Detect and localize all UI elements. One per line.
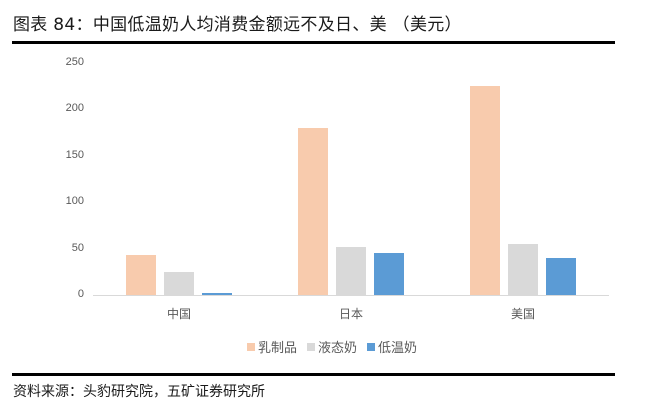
bar-chilled-milk xyxy=(374,253,404,295)
legend-swatch-liquid-milk xyxy=(307,342,316,351)
y-tick-150: 150 xyxy=(65,149,84,161)
y-tick-200: 200 xyxy=(65,102,84,114)
x-label-japan: 日本 xyxy=(338,307,363,321)
x-label-china: 中国 xyxy=(166,307,191,321)
x-label-usa: 美国 xyxy=(510,307,535,321)
bar-dairy xyxy=(298,127,328,295)
bar-dairy xyxy=(126,255,156,295)
bottom-rule xyxy=(12,373,615,376)
legend-label-chilled-milk: 低温奶 xyxy=(378,341,418,356)
legend-item-chilled-milk: 低温奶 xyxy=(367,337,417,356)
legend-item-liquid-milk: 液态奶 xyxy=(307,337,357,356)
y-tick-250: 250 xyxy=(65,56,84,68)
bar-liquid-milk xyxy=(164,271,194,295)
legend-label-dairy: 乳制品 xyxy=(258,341,298,356)
top-rule xyxy=(12,41,615,44)
bar-chilled-milk xyxy=(546,257,576,295)
bar-dairy xyxy=(470,86,500,295)
bar-liquid-milk xyxy=(336,246,366,295)
x-axis-line xyxy=(93,295,609,296)
legend-swatch-dairy xyxy=(247,342,255,351)
legend: 乳制品 液态奶 低温奶 xyxy=(247,337,427,356)
figure-title: 图表 84：中国低温奶人均消费金额远不及日、美 （美元） xyxy=(13,15,462,35)
bar-chilled-milk xyxy=(202,293,232,295)
y-tick-50: 50 xyxy=(71,242,84,254)
y-tick-0: 0 xyxy=(77,288,84,300)
y-tick-100: 100 xyxy=(65,195,84,207)
bar-liquid-milk xyxy=(508,243,538,295)
source-note: 资料来源：头豹研究院，五矿证券研究所 xyxy=(13,384,265,400)
legend-swatch-chilled-milk xyxy=(367,342,376,351)
legend-label-liquid-milk: 液态奶 xyxy=(318,341,358,356)
legend-item-dairy: 乳制品 xyxy=(247,337,297,356)
